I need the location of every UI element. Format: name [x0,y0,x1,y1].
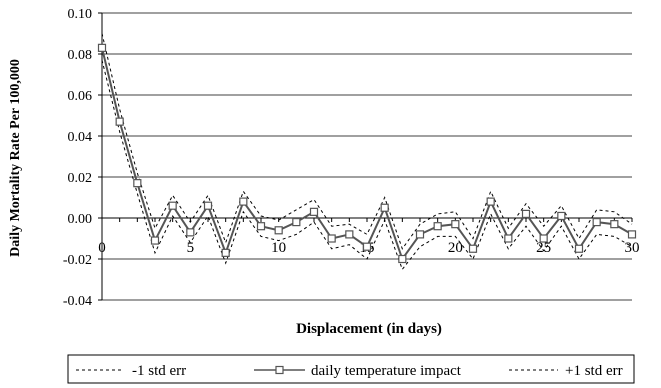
data-point [362,242,372,251]
data-point [468,244,478,253]
data-point [415,230,425,239]
grid-lines [102,12,632,301]
legend-label-0: -1 std err [132,363,186,379]
legend-label-2: +1 std err [565,363,623,379]
y-tick-label: 0.10 [68,7,93,22]
legend-marker [275,365,284,375]
data-point [203,201,213,210]
data-point [221,248,230,257]
data-point [345,230,354,239]
legend: -1 std err daily temperature impact +1 std… [67,354,635,384]
data-point [433,222,442,231]
x-axis-label: Displacement (in days) [296,321,442,337]
data-point [380,203,389,212]
data-point [451,220,460,229]
data-point [309,207,319,216]
data-point [610,220,619,229]
x-tick-label: 30 [625,240,640,256]
data-point [150,236,160,245]
series-line-0 [101,60,633,271]
x-tick-label: 10 [271,240,286,256]
data-point [292,218,301,227]
data-point [398,254,407,264]
data-point [256,222,266,231]
data-point [592,218,601,227]
y-tick-label: 0.06 [68,89,93,104]
y-tick-label: 0.04 [68,130,93,145]
legend-label-1: daily temperature impact [311,363,462,379]
data-point [168,201,177,210]
x-tick-label: 25 [536,240,551,256]
data-point [133,179,142,188]
y-tick-label: 0.02 [68,171,93,186]
y-tick-label: -0.02 [63,253,92,268]
data-point [486,197,495,206]
y-tick-label: 0.00 [68,212,93,227]
markers-layer [97,43,637,264]
y-tick-label: -0.04 [63,294,92,309]
series-layer [101,33,633,271]
data-point [521,209,531,218]
data-point [97,43,107,52]
x-tick-label: 20 [448,240,463,256]
data-point [327,234,336,243]
data-point [274,226,283,235]
series-line-1 [101,47,633,262]
data-point [574,244,584,253]
data-point [115,117,124,126]
legend-box [67,354,635,384]
data-point [186,228,195,237]
data-point [239,197,248,206]
data-point [504,234,513,243]
series-line-2 [101,33,633,250]
y-tick-label: 0.08 [68,48,93,63]
data-point [627,230,637,239]
x-tick-label: 5 [187,240,195,256]
data-point [539,234,548,243]
y-axis-ticks: -0.04 -0.02 0.00 0.02 0.04 0.06 0.08 0.10 [63,7,102,309]
y-axis-label: Daily Mortality Rate Per 100,000 [8,59,23,257]
data-point [557,211,566,221]
